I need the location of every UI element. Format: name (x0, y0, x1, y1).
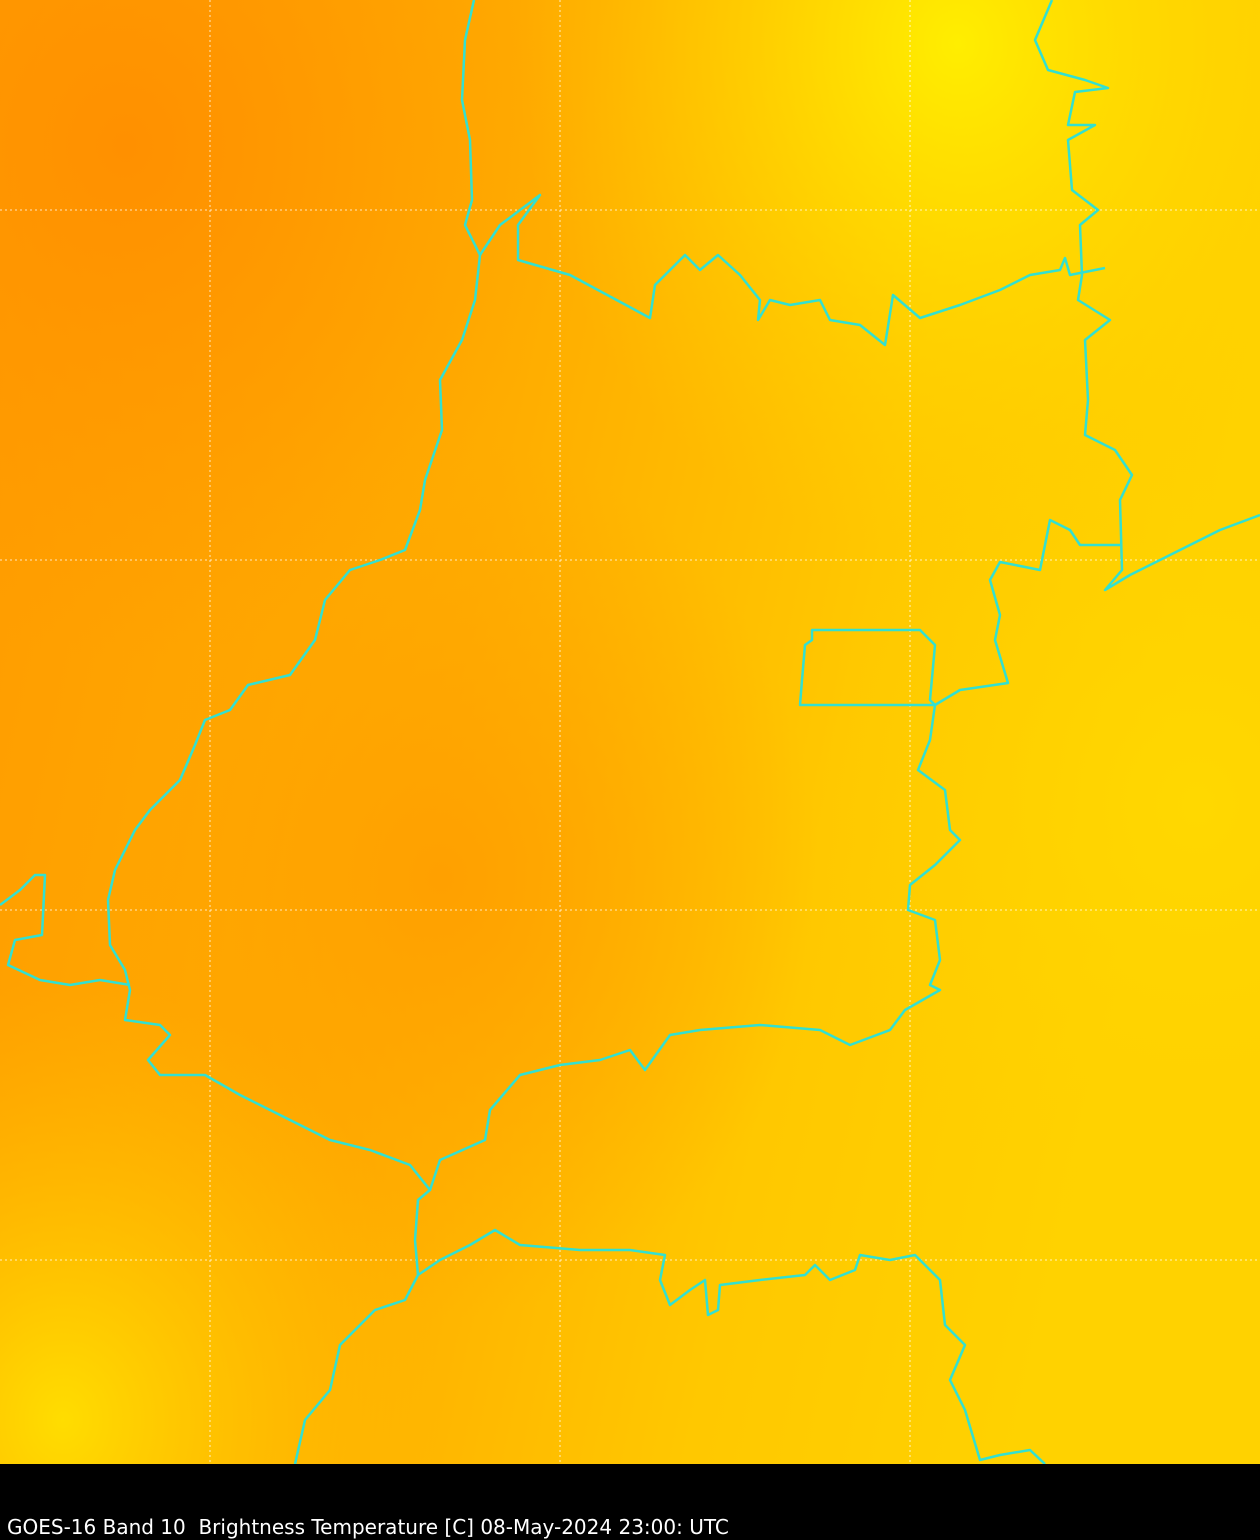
border-east-inner (934, 518, 1120, 707)
state-borders (0, 0, 1260, 1464)
border-central (428, 704, 962, 1191)
border-north (478, 193, 1106, 347)
image-caption: GOES-16 Band 10 Brightness Temperature [… (7, 1515, 729, 1539)
caption-bar: GOES-16 Band 10 Brightness Temperature [… (0, 1464, 1260, 1540)
cool-region-se (0, 0, 1260, 1464)
border-west (106, 0, 482, 1464)
gridlines (0, 0, 1260, 1464)
border-east (1033, 0, 1260, 592)
border-far-west (0, 873, 131, 987)
border-south (417, 1228, 1046, 1464)
satellite-image (0, 0, 1260, 1464)
district-box (798, 628, 937, 707)
